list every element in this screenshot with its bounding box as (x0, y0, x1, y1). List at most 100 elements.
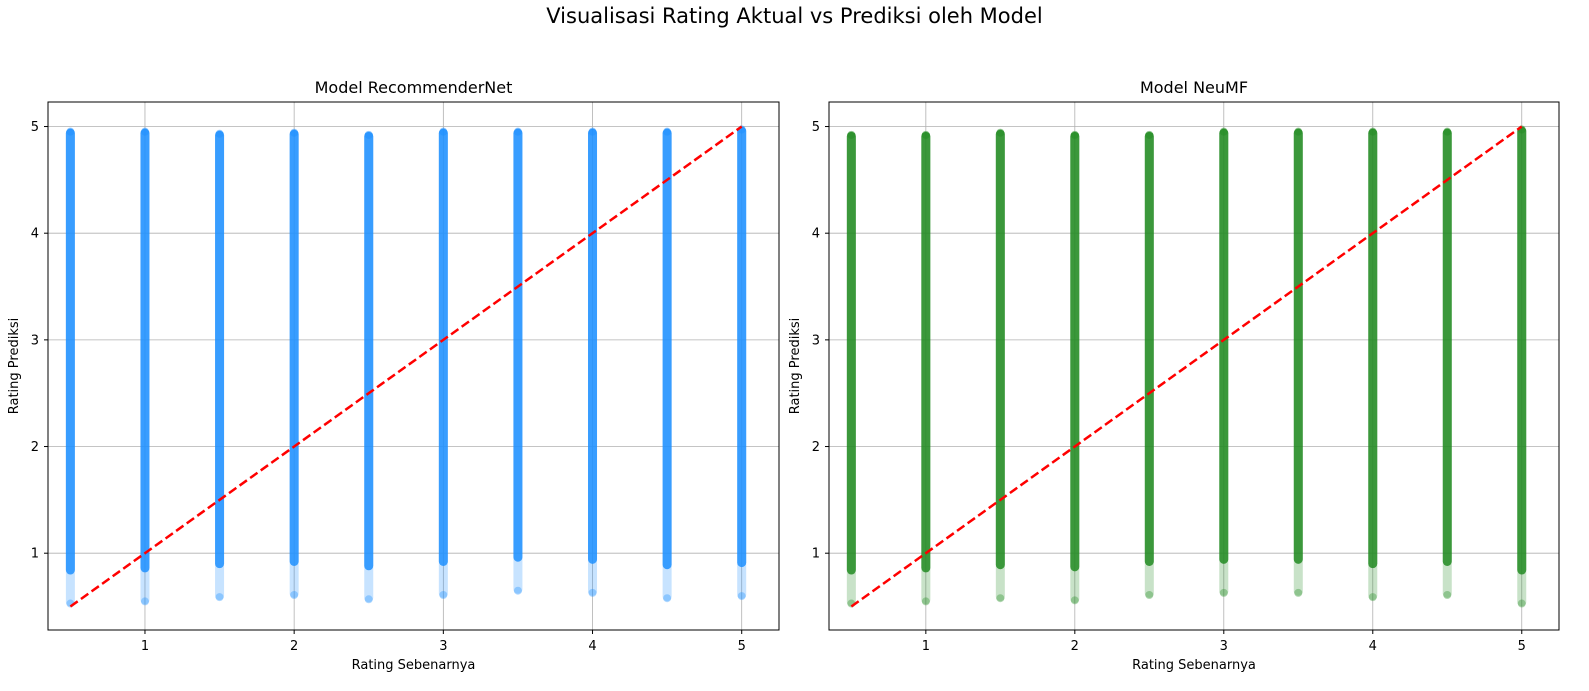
x-tick-label: 4 (1369, 639, 1377, 654)
data-point (1145, 591, 1154, 599)
x-tick-label: 2 (1071, 639, 1079, 654)
data-point-band (1368, 128, 1378, 569)
x-tick-label: 3 (1220, 639, 1228, 654)
data-point-band (513, 128, 523, 562)
scatter-column (1442, 127, 1452, 599)
x-axis-label: Rating Sebenarnya (352, 658, 476, 673)
plot-frame (828, 101, 1560, 631)
data-point-band (1442, 128, 1452, 566)
y-tick-label: 1 (31, 547, 39, 562)
data-point (1219, 588, 1228, 597)
x-tick-label: 5 (738, 639, 746, 654)
data-point (1294, 588, 1303, 597)
x-tick-label: 2 (290, 639, 298, 654)
data-point-band (140, 128, 150, 573)
data-point (588, 588, 597, 597)
x-tick-label: 5 (1518, 639, 1526, 654)
data-point (1368, 127, 1377, 136)
data-point-band (215, 130, 225, 569)
data-point (996, 128, 1005, 137)
chart-panel-1: 1 2 3 4 5 1 2 3 4 5 Model RecommenderNet Rating Seb… (7, 78, 780, 673)
data-point (737, 592, 746, 601)
x-tick-label: 4 (588, 639, 596, 654)
data-point-band (289, 129, 299, 566)
data-point-band (1293, 128, 1303, 564)
scatter-column (1070, 130, 1080, 605)
y-tick-label: 3 (31, 333, 39, 348)
x-tick-label: 1 (141, 639, 149, 654)
data-point (215, 129, 224, 138)
data-point (439, 591, 448, 599)
data-point-band (662, 128, 672, 570)
data-point (1219, 127, 1228, 136)
data-point (1294, 127, 1303, 136)
y-tick-label: 1 (812, 547, 820, 562)
scatter-column (65, 127, 75, 608)
data-point (1070, 596, 1079, 605)
scatter-column (1219, 127, 1229, 597)
data-point (364, 595, 373, 604)
data-point (513, 586, 522, 595)
data-point (290, 128, 299, 137)
y-tick-label: 3 (812, 333, 820, 348)
scatter-column (140, 127, 150, 606)
scatter-column (662, 127, 672, 603)
data-point (364, 130, 373, 139)
data-point-band (846, 131, 856, 575)
scatter-column (995, 128, 1005, 603)
data-point-band (364, 131, 374, 571)
scatter-column (588, 127, 598, 597)
scatter-column (513, 127, 523, 595)
data-point (663, 594, 672, 603)
data-point (1517, 599, 1526, 608)
y-tick-label: 5 (812, 120, 820, 135)
data-point (66, 127, 75, 136)
plot-frame (47, 101, 780, 631)
y-tick-label: 4 (812, 227, 820, 242)
chart-panel-2: 1 2 3 4 5 1 2 3 4 5 Model NeuMF Rating Sebenarnya Ra… (788, 78, 1560, 673)
data-point (996, 594, 1005, 603)
scatter-column (215, 129, 225, 602)
data-point-band (1070, 131, 1080, 572)
chart-title: Model NeuMF (1140, 78, 1248, 97)
data-point (847, 130, 856, 139)
data-point-band (737, 126, 747, 568)
reference-line (69, 125, 743, 608)
scatter-column (289, 128, 299, 599)
scatter-column (846, 130, 856, 608)
data-point (1443, 127, 1452, 136)
x-axis-label: Rating Sebenarnya (1132, 658, 1256, 673)
scatter-column (438, 127, 448, 599)
data-point (140, 127, 149, 136)
data-point-band (995, 129, 1005, 570)
data-point-band (1144, 131, 1154, 566)
reference-line (850, 125, 1523, 608)
scatter-column (921, 130, 931, 606)
data-point (439, 127, 448, 136)
x-tick-label: 1 (922, 639, 930, 654)
scatter-column (1293, 127, 1303, 597)
scatter-column (1144, 130, 1154, 599)
data-point (1368, 593, 1377, 602)
data-point (290, 591, 299, 599)
chart-title: Model RecommenderNet (315, 78, 513, 97)
data-point-band (1517, 126, 1527, 575)
y-tick-label: 2 (31, 440, 39, 455)
scatter-column (1368, 127, 1378, 602)
scatter-column (737, 125, 747, 601)
data-point (1145, 130, 1154, 139)
y-tick-label: 5 (31, 120, 39, 135)
data-point (513, 127, 522, 136)
data-point (921, 130, 930, 139)
data-point (921, 597, 930, 606)
figure-title: Visualisasi Rating Aktual vs Prediksi ol… (546, 4, 1043, 28)
data-point (663, 127, 672, 136)
data-point (215, 593, 224, 602)
data-point (588, 127, 597, 136)
data-point-band (1219, 128, 1229, 564)
x-tick-label: 3 (439, 639, 447, 654)
scatter-column (1517, 125, 1527, 608)
data-point-band (588, 128, 598, 564)
y-tick-label: 4 (31, 227, 39, 242)
